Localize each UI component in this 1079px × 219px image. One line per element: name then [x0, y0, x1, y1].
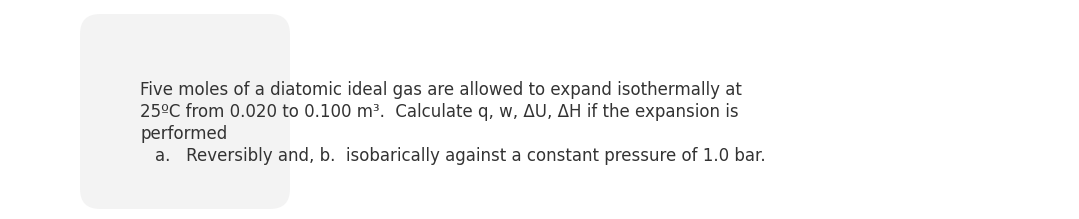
- Text: performed: performed: [140, 125, 228, 143]
- Text: 25ºC from 0.020 to 0.100 m³.  Calculate q, w, ΔU, ΔH if the expansion is: 25ºC from 0.020 to 0.100 m³. Calculate q…: [140, 103, 739, 121]
- Text: Five moles of a diatomic ideal gas are allowed to expand isothermally at: Five moles of a diatomic ideal gas are a…: [140, 81, 742, 99]
- FancyBboxPatch shape: [80, 14, 290, 209]
- Text: a.   Reversibly and, b.  isobarically against a constant pressure of 1.0 bar.: a. Reversibly and, b. isobarically again…: [155, 147, 766, 165]
